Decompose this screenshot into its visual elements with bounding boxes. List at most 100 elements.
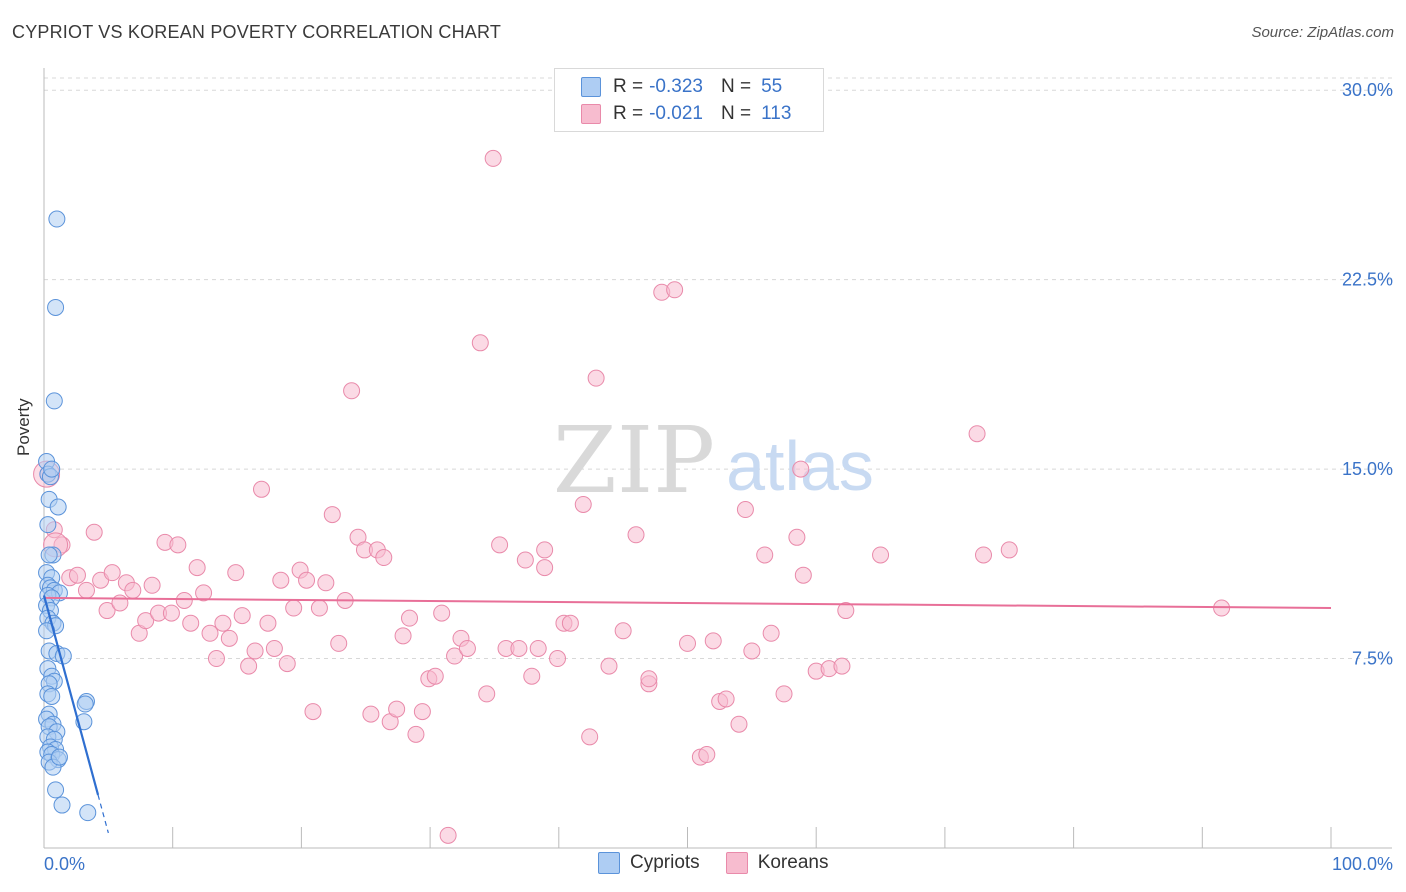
r-value-cypriots: -0.323 [649, 76, 703, 97]
korean-point [756, 546, 774, 564]
korean-point [124, 581, 142, 599]
cypriot-point [45, 392, 63, 410]
koreans-swatch [581, 104, 601, 124]
korean-point [343, 382, 361, 400]
korean-point [446, 647, 464, 665]
korean-point [627, 526, 645, 544]
y-tick-label: 22.5% [1342, 270, 1393, 290]
cypriot-point [49, 498, 67, 516]
korean-point [788, 528, 806, 546]
cypriot-point [47, 298, 65, 316]
korean-point [587, 369, 605, 387]
korean-point [259, 614, 277, 632]
korean-point [233, 607, 251, 625]
korean-point [143, 576, 161, 594]
korean-point [975, 546, 993, 564]
korean-point [68, 566, 86, 584]
korean-point [458, 639, 476, 657]
watermark-zip: ZIP [553, 407, 715, 514]
korean-point [1000, 541, 1018, 559]
cypriot-point [50, 748, 68, 766]
r-label: R = [613, 103, 644, 124]
cypriot-point [48, 210, 66, 228]
grid-layer [44, 77, 1392, 660]
korean-point [762, 624, 780, 642]
cypriot-point [54, 647, 72, 665]
korean-point [523, 667, 541, 685]
korean-point [207, 650, 225, 668]
korean-point [581, 728, 599, 746]
korean-point [698, 746, 716, 764]
korean-point [310, 599, 328, 617]
korean-point [516, 551, 534, 569]
cypriot-point [39, 516, 57, 534]
x-tick-label-max: 100.0% [1332, 854, 1393, 874]
korean-point [169, 536, 187, 554]
korean-point [375, 549, 393, 567]
legend-label-koreans: Koreans [757, 852, 829, 873]
korean-point [278, 655, 296, 673]
stats-row-cypriots: R = -0.323 N = 55 [581, 74, 782, 100]
korean-point [536, 541, 554, 559]
stats-legend: R = -0.323 N = 55 R = -0.021 N = 113 [554, 68, 824, 132]
korean-point [536, 559, 554, 577]
korean-point [484, 149, 502, 167]
n-label: N = [720, 76, 752, 97]
cypriot-points [38, 210, 97, 822]
cypriot-point [43, 687, 61, 705]
korean-point [730, 715, 748, 733]
r-value-koreans: -0.021 [649, 103, 703, 124]
korean-point [220, 629, 238, 647]
korean-point [304, 703, 322, 721]
korean-point [614, 622, 632, 640]
korean-point [407, 725, 425, 743]
korean-point [388, 700, 406, 718]
korean-point [679, 634, 696, 652]
korean-point [182, 614, 200, 632]
korean-point [704, 632, 722, 650]
n-value-koreans: 113 [761, 103, 792, 124]
korean-point [227, 564, 245, 582]
korean-point [162, 604, 180, 622]
korean-point [666, 281, 684, 299]
korean-point [529, 639, 547, 657]
korean-point [574, 495, 592, 513]
korean-point [640, 670, 658, 688]
korean-point [775, 685, 793, 703]
korean-point [968, 425, 986, 443]
tick-labels: 7.5% 15.0% 22.5% 30.0% 0.0% 100.0% [44, 80, 1393, 874]
korean-point [298, 571, 316, 589]
korean-point [285, 599, 303, 617]
korean-point [426, 667, 444, 685]
cypriot-point [43, 460, 61, 478]
korean-point [85, 523, 103, 541]
n-label: N = [720, 103, 752, 124]
legend-item-koreans[interactable]: Koreans [725, 852, 829, 874]
x-tick-label-min: 0.0% [44, 854, 85, 874]
cypriot-point [79, 804, 97, 822]
cypriot-point [76, 695, 94, 713]
korean-point [717, 690, 735, 708]
korean-point [736, 501, 754, 519]
korean-point [401, 609, 419, 627]
legend-item-cypriots[interactable]: Cypriots [598, 852, 700, 874]
korean-point [413, 703, 431, 721]
korean-point [491, 536, 509, 554]
y-tick-label: 7.5% [1352, 649, 1393, 669]
korean-point [175, 591, 193, 609]
y-tick-label: 15.0% [1342, 459, 1393, 479]
cypriots-legend-swatch [598, 852, 620, 874]
korean-point [246, 642, 264, 660]
koreans-trendline [43, 596, 1332, 610]
korean-point [272, 571, 290, 589]
korean-point [240, 657, 258, 675]
korean-point [317, 574, 335, 592]
source-label: Source: ZipAtlas.com [1251, 24, 1394, 41]
korean-point [265, 639, 283, 657]
koreans-legend-swatch [725, 852, 748, 874]
korean-point [111, 594, 129, 612]
korean-point [330, 634, 348, 652]
korean-point [792, 460, 810, 478]
korean-point [478, 685, 496, 703]
korean-point [77, 581, 95, 599]
